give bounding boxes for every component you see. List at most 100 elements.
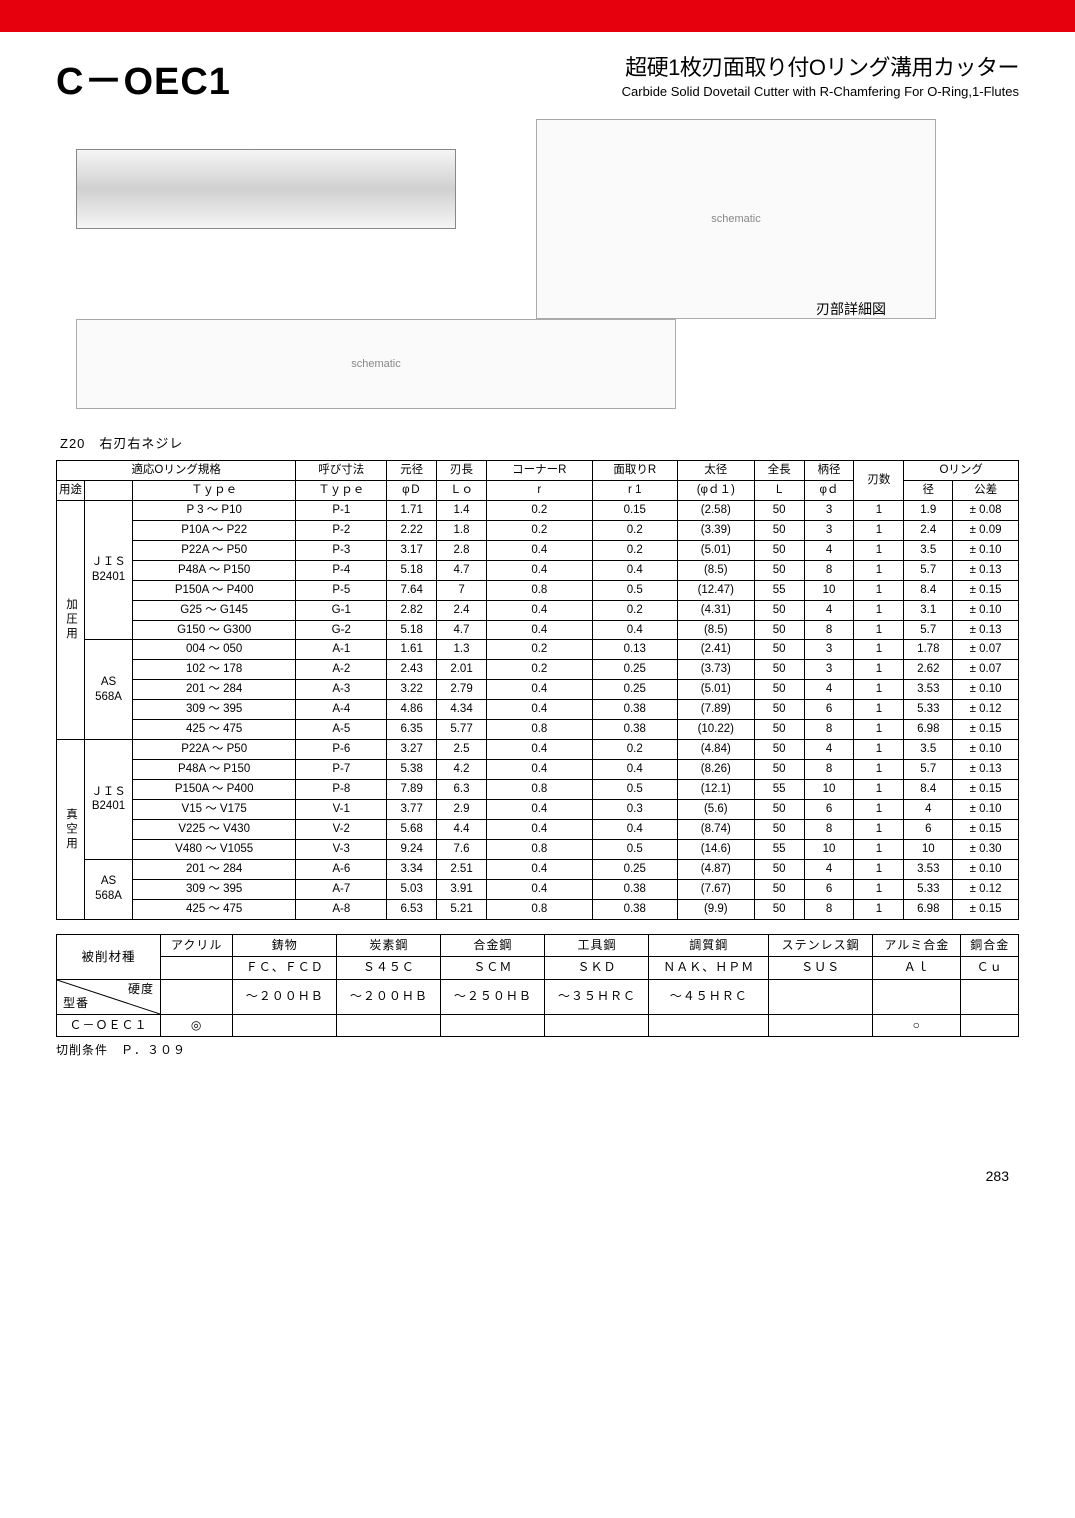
- mat-hard: ～２００ＨＢ: [233, 979, 337, 1014]
- mat-mark: [337, 1014, 441, 1037]
- code-cell: V-1: [296, 799, 387, 819]
- hdr-bladeLen2: Ｌｏ: [437, 480, 487, 500]
- table-row: P22A ～ P50P-33.172.80.40.2(5.01)50413.5±…: [57, 540, 1019, 560]
- type-cell: 425 ～ 475: [133, 720, 296, 740]
- mat-code: Ｃ－ＯＥＣ１: [57, 1014, 161, 1037]
- code-cell: A-1: [296, 640, 387, 660]
- type-cell: 201 ～ 284: [133, 859, 296, 879]
- spec-table: 適応Oリング規格 呼び寸法 元径 刃長 コーナーR 面取りR 太径 全長 柄径 …: [56, 460, 1019, 920]
- hdr-flutes: 刃数: [854, 461, 904, 501]
- table-row: V480 ～ V1055V-39.247.60.80.5(14.6)551011…: [57, 839, 1019, 859]
- hdr-thick2: (φｄ１): [677, 480, 754, 500]
- type-cell: P150A ～ P400: [133, 580, 296, 600]
- type-cell: G150 ～ G300: [133, 620, 296, 640]
- mat-hard: ～４５ＨＲＣ: [649, 979, 769, 1014]
- table-row: 102 ～ 178A-22.432.010.20.25(3.73)50312.6…: [57, 660, 1019, 680]
- mat-mark: [233, 1014, 337, 1037]
- code-cell: A-5: [296, 720, 387, 740]
- table-row: V15 ～ V175V-13.772.90.40.3(5.6)50614± 0.…: [57, 799, 1019, 819]
- mat-hard: [873, 979, 961, 1014]
- type-cell: P48A ～ P150: [133, 560, 296, 580]
- title-jp: 超硬1枚刃面取り付Oリング溝用カッター: [259, 50, 1019, 82]
- hdr-otype: Ｔｙｐｅ: [133, 480, 296, 500]
- hdr-bladeLen: 刃長: [437, 461, 487, 481]
- hdr-use: 用途: [57, 480, 85, 500]
- code-cell: A-6: [296, 859, 387, 879]
- type-cell: V225 ～ V430: [133, 819, 296, 839]
- hdr-oring: Oリング: [904, 461, 1019, 481]
- table-row: 425 ～ 475A-86.535.210.80.38(9.9)50816.98…: [57, 899, 1019, 919]
- mat-mark: ○: [873, 1014, 961, 1037]
- use-cell: 加圧用: [57, 500, 85, 739]
- hdr-cornerR: コーナーR: [486, 461, 592, 481]
- twist-note: Z20 右刃右ネジレ: [60, 433, 1019, 452]
- mat-bot: ＳＵＳ: [769, 957, 873, 980]
- mat-hard: [769, 979, 873, 1014]
- std-cell: AS568A: [85, 640, 133, 740]
- mat-mark: [545, 1014, 649, 1037]
- mat-top: 工具鋼: [545, 934, 649, 957]
- type-cell: G25 ～ G145: [133, 600, 296, 620]
- type-cell: P 3 ～ P10: [133, 500, 296, 520]
- material-table: 被削材種アクリル鋳物炭素鋼合金鋼工具鋼調質鋼ステンレス鋼アルミ合金銅合金ＦＣ、Ｆ…: [56, 934, 1019, 1038]
- type-cell: 425 ～ 475: [133, 899, 296, 919]
- table-row: G25 ～ G145G-12.822.40.40.2(4.31)50413.1±…: [57, 600, 1019, 620]
- type-cell: P10A ～ P22: [133, 520, 296, 540]
- table-row: 309 ～ 395A-75.033.910.40.38(7.67)50615.3…: [57, 879, 1019, 899]
- mat-hard: [161, 979, 233, 1014]
- hdr-shank: 柄径: [804, 461, 854, 481]
- mat-bot: Ｃｕ: [961, 957, 1019, 980]
- page-number: 283: [56, 1168, 1019, 1184]
- hdr-shank2: φｄ: [804, 480, 854, 500]
- top-red-bar: [0, 0, 1075, 32]
- mat-bot: ＦＣ、ＦＣＤ: [233, 957, 337, 980]
- title-en: Carbide Solid Dovetail Cutter with R-Cha…: [259, 84, 1019, 99]
- mat-hard: [961, 979, 1019, 1014]
- type-cell: V480 ～ V1055: [133, 839, 296, 859]
- mat-bot: Ｓ４５Ｃ: [337, 957, 441, 980]
- type-cell: 102 ～ 178: [133, 660, 296, 680]
- hdr-outerD: 元径: [387, 461, 437, 481]
- mat-top: 炭素鋼: [337, 934, 441, 957]
- type-cell: P150A ～ P400: [133, 780, 296, 800]
- code-cell: P-8: [296, 780, 387, 800]
- code-cell: G-2: [296, 620, 387, 640]
- type-cell: 309 ～ 395: [133, 700, 296, 720]
- hdr-cornerR2: r: [486, 480, 592, 500]
- code-cell: V-2: [296, 819, 387, 839]
- std-cell: AS568A: [85, 859, 133, 919]
- table-row: 真空用ＪＩＳB2401P22A ～ P50P-63.272.50.40.2(4.…: [57, 740, 1019, 760]
- hardness-model-cell: 硬度型番: [57, 979, 161, 1014]
- hdr-outerD2: φＤ: [387, 480, 437, 500]
- mat-mark: [769, 1014, 873, 1037]
- diagram-area: schematic 刃部詳細図 schematic: [56, 119, 1019, 419]
- code-cell: A-4: [296, 700, 387, 720]
- std-cell: ＪＩＳB2401: [85, 500, 133, 640]
- mat-hard: ～２５０ＨＢ: [441, 979, 545, 1014]
- std-cell: ＪＩＳB2401: [85, 740, 133, 860]
- mat-mark: [441, 1014, 545, 1037]
- table-row: P150A ～ P400P-57.6470.80.5(12.47)551018.…: [57, 580, 1019, 600]
- table-row: 201 ～ 284A-33.222.790.40.25(5.01)50413.5…: [57, 680, 1019, 700]
- tool-photo: [76, 149, 456, 229]
- mat-mark: [961, 1014, 1019, 1037]
- hdr-totalLen2: L: [754, 480, 804, 500]
- type-cell: 004 ～ 050: [133, 640, 296, 660]
- table-row: P150A ～ P400P-87.896.30.80.5(12.1)551018…: [57, 780, 1019, 800]
- mat-bot: [161, 957, 233, 980]
- code-cell: P-7: [296, 760, 387, 780]
- mat-hard: ～２００ＨＢ: [337, 979, 441, 1014]
- hdr-totalLen: 全長: [754, 461, 804, 481]
- code-cell: A-2: [296, 660, 387, 680]
- hdr-std: [85, 480, 133, 500]
- mat-mark: [649, 1014, 769, 1037]
- type-cell: P22A ～ P50: [133, 740, 296, 760]
- table-row: AS568A004 ～ 050A-11.611.30.20.13(2.41)50…: [57, 640, 1019, 660]
- type-cell: 309 ～ 395: [133, 879, 296, 899]
- code-cell: A-7: [296, 879, 387, 899]
- table-row: P10A ～ P22P-22.221.80.20.2(3.39)50312.4±…: [57, 520, 1019, 540]
- mat-label: 被削材種: [57, 934, 161, 979]
- mat-top: 銅合金: [961, 934, 1019, 957]
- mat-mark: ◎: [161, 1014, 233, 1037]
- mat-bot: Ａｌ: [873, 957, 961, 980]
